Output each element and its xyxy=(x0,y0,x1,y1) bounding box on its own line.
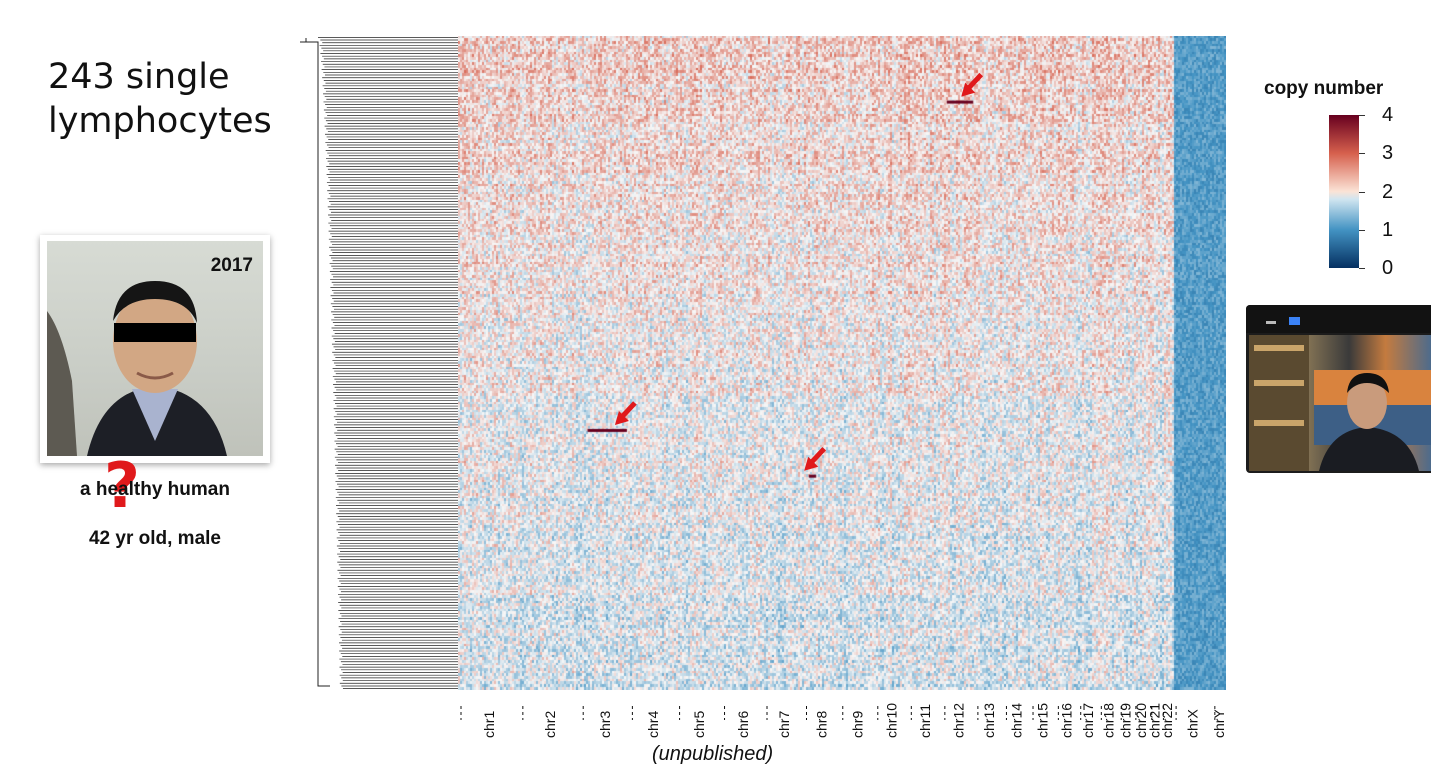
x-tick-label: chr17 xyxy=(1080,703,1096,738)
speaker-video xyxy=(1249,335,1431,471)
donor-photo: 2017 xyxy=(47,241,263,456)
colorbar-tick-label: 0 xyxy=(1382,257,1394,279)
unpublished-note: (unpublished) xyxy=(652,743,774,765)
x-tick-label: chr21 xyxy=(1147,703,1163,738)
colorbar-title: copy number xyxy=(1264,78,1384,99)
x-tick-label: chr11 xyxy=(917,704,933,738)
colorbar-tick-label: 2 xyxy=(1382,180,1394,203)
question-mark-icon: ? xyxy=(104,449,140,522)
dendrogram xyxy=(300,36,458,690)
red-arrow-icon xyxy=(961,72,984,97)
colorbar-tick-label: 3 xyxy=(1382,142,1394,165)
photo-card: 2017 xyxy=(40,235,270,463)
colorbar-tick-label: 1 xyxy=(1382,218,1394,241)
copy-number-heatmap xyxy=(458,36,1226,690)
person-image xyxy=(47,281,227,456)
x-tick-label: chr4 xyxy=(645,711,661,738)
colorbar-tick xyxy=(1359,268,1365,269)
colorbar-tick xyxy=(1359,153,1365,155)
annotation-arrows xyxy=(614,72,984,471)
dendrogram-trunk xyxy=(300,38,330,687)
caption-age-sex: 42 yr old, male xyxy=(88,528,221,549)
x-tick-label: chr20 xyxy=(1133,703,1149,738)
photo-year: 2017 xyxy=(210,255,253,276)
x-tick-label: chr9 xyxy=(849,711,865,738)
title-line-2: lymphocytes xyxy=(48,101,272,141)
colorbar-tick xyxy=(1359,229,1365,231)
x-tick-label: chr19 xyxy=(1118,703,1134,738)
caption-healthy-human: a healthy human xyxy=(80,479,230,500)
red-arrow-icon xyxy=(804,446,827,471)
x-axis: chr1 chr2 chr3 chr4 chr5 chr6 chr7 chr8 chr9 chr1… xyxy=(460,703,1227,738)
heatmap-canvas xyxy=(458,36,1226,690)
red-arrow-icon xyxy=(614,401,637,425)
video-toolbar xyxy=(1246,305,1431,333)
x-tick-label: chrY xyxy=(1211,709,1227,738)
x-tick-label: chr7 xyxy=(776,711,792,738)
x-tick-label: chr14 xyxy=(1009,703,1025,738)
x-tick-label: chr18 xyxy=(1100,703,1116,738)
x-tick-label: chr13 xyxy=(981,703,997,738)
x-tick-label: chr12 xyxy=(950,703,966,738)
x-tick-label: chr1 xyxy=(481,711,497,738)
x-tick-label: chrX xyxy=(1184,709,1200,738)
slide-title: 243 single lymphocytes xyxy=(48,55,272,143)
x-tick-label: chr16 xyxy=(1059,703,1075,738)
x-tick-label: chr3 xyxy=(597,711,613,738)
x-tick-label: chr22 xyxy=(1159,703,1175,738)
x-tick-label: chr15 xyxy=(1035,703,1051,738)
speaker-image xyxy=(1249,335,1431,471)
video-overlay[interactable] xyxy=(1246,305,1431,473)
x-tick-label: chr10 xyxy=(884,703,900,738)
x-tick-label: chr8 xyxy=(814,711,830,738)
colorbar-tick xyxy=(1359,115,1365,116)
x-tick-label: chr6 xyxy=(735,711,751,738)
colorbar-tick-label: 4 xyxy=(1382,104,1394,126)
x-tick-label: chr2 xyxy=(542,711,558,738)
title-line-1: 243 single xyxy=(48,57,230,97)
colorbar xyxy=(1329,115,1359,268)
maximize-icon[interactable] xyxy=(1289,317,1300,325)
x-tick-label: chr5 xyxy=(691,711,707,738)
minimize-icon[interactable] xyxy=(1266,321,1276,324)
colorbar-tick xyxy=(1359,191,1365,193)
